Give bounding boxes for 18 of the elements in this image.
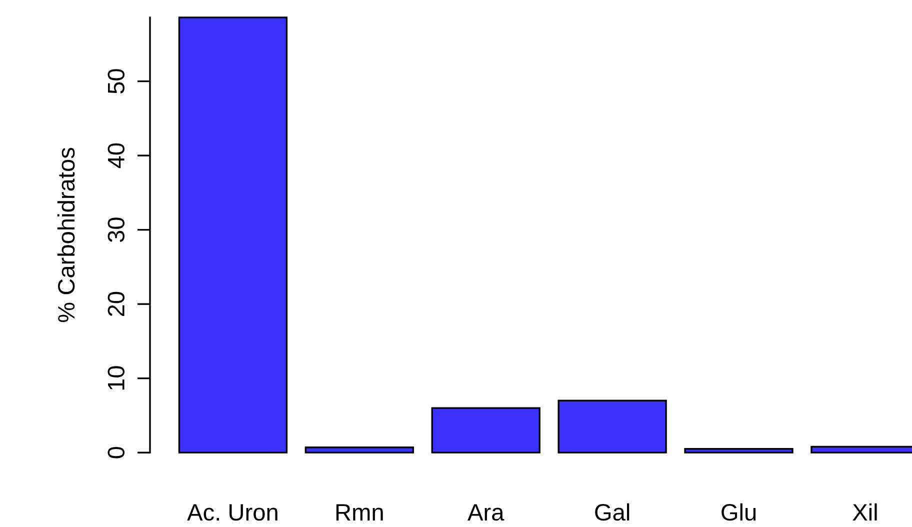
x-tick-label: Ara — [468, 504, 504, 521]
bar — [558, 400, 667, 454]
bar — [304, 446, 414, 454]
x-tick-label: Ac. Uron — [187, 504, 278, 521]
y-tick-label: 0 — [108, 446, 124, 458]
bar — [684, 448, 794, 454]
y-tick-label: 40 — [108, 143, 124, 168]
y-tick-label: 50 — [108, 69, 124, 94]
x-tick-label: Glu — [722, 503, 756, 521]
x-tick-label: Xil — [852, 503, 877, 520]
x-tick-label: Rmn — [336, 504, 383, 520]
bar — [178, 16, 288, 454]
y-axis-title: % Carbohidratos — [57, 148, 75, 322]
x-tick-label: Gal — [595, 503, 630, 521]
bar — [431, 407, 540, 454]
y-tick-label: 10 — [108, 366, 124, 390]
y-tick-label: 30 — [108, 218, 124, 242]
y-tick-label: 20 — [108, 292, 124, 316]
